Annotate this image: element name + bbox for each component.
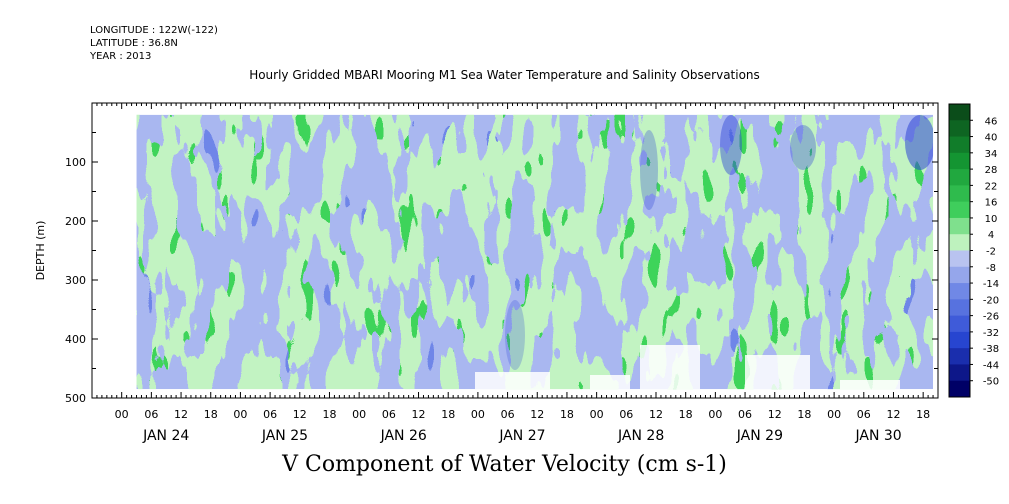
colorbar-segment <box>949 364 970 382</box>
colorbar-segment <box>949 169 970 186</box>
chart-title: Hourly Gridded MBARI Mooring M1 Sea Wate… <box>249 68 760 82</box>
y-tick-label: 100 <box>65 156 86 169</box>
x-axis-label: V Component of Water Velocity (cm s-1) <box>282 452 727 477</box>
velocity-negative-patch <box>640 130 658 210</box>
x-hour-tick-label: 12 <box>649 408 663 421</box>
y-axis-label: DEPTH (m) <box>34 221 47 281</box>
x-hour-tick-label: 00 <box>708 408 722 421</box>
x-hour-tick-label: 18 <box>679 408 693 421</box>
colorbar-tick-label: -20 <box>983 295 999 306</box>
colorbar-segment <box>949 283 970 300</box>
colorbar-segment <box>949 136 970 154</box>
x-day-label: JAN 26 <box>380 428 427 444</box>
colorbar-segment <box>949 299 970 317</box>
colorbar-segment <box>949 217 970 235</box>
x-hour-tick-label: 06 <box>619 408 633 421</box>
colorbar-segment <box>949 315 970 333</box>
heatmap-plot-area <box>136 114 934 390</box>
colorbar-tick-label: 16 <box>985 198 998 209</box>
colorbar-tick-label: 40 <box>985 133 998 144</box>
colorbar-tick-label: -32 <box>983 328 999 339</box>
x-hour-tick-label: 00 <box>590 408 604 421</box>
colorbar-tick-label: -26 <box>983 312 999 323</box>
colorbar-tick-label: -38 <box>983 344 999 355</box>
colorbar-segment <box>949 250 970 268</box>
colorbar-segment <box>949 120 970 138</box>
colorbar: 46 40 34 28 22 16 10 4 -2 -8 -14 -20 -26 -32 -38 -44 -50 <box>948 103 999 398</box>
metadata-block: LONGITUDE : 122W(-122) LATITUDE : 36.8N … <box>90 24 218 63</box>
x-hour-tick-label: 06 <box>263 408 277 421</box>
x-day-label: JAN 27 <box>498 428 545 444</box>
colorbar-tick-label: -14 <box>983 279 999 290</box>
longitude-label: LONGITUDE : 122W(-122) <box>90 25 218 36</box>
missing-data-gap <box>840 380 900 390</box>
colorbar-tick-label: -2 <box>986 247 996 258</box>
x-day-label: JAN 28 <box>617 428 664 444</box>
missing-data-gap <box>590 375 630 390</box>
velocity-negative-patch <box>720 115 742 175</box>
x-hour-tick-label: 00 <box>352 408 366 421</box>
colorbar-tick-label: 46 <box>985 116 998 127</box>
colorbar-tick-label: 22 <box>985 181 998 192</box>
x-hour-tick-label: 12 <box>293 408 307 421</box>
x-hour-tick-label: 12 <box>768 408 782 421</box>
x-hour-tick-label: 12 <box>174 408 188 421</box>
colorbar-segment <box>949 201 970 219</box>
colorbar-tick-label: 10 <box>985 214 998 225</box>
colorbar-tick-label: -44 <box>983 360 999 371</box>
x-hour-tick-label: 18 <box>797 408 811 421</box>
colorbar-tick-label: 4 <box>988 230 994 241</box>
y-tick-label: 300 <box>65 274 86 287</box>
x-hour-tick-label: 06 <box>144 408 158 421</box>
x-hour-tick-label: 18 <box>560 408 574 421</box>
velocity-field <box>136 114 934 390</box>
x-hour-tick-label: 12 <box>886 408 900 421</box>
x-hour-tick-label: 12 <box>530 408 544 421</box>
velocity-negative-patch <box>905 115 934 170</box>
y-tick-label: 400 <box>65 333 86 346</box>
colorbar-segment <box>949 266 970 284</box>
colorbar-tick-label: 28 <box>985 165 998 176</box>
colorbar-tick-label: 34 <box>985 149 998 160</box>
colorbar-segment <box>949 234 970 251</box>
x-hour-tick-label: 18 <box>204 408 218 421</box>
plot-axes: 100 200 300 400 500 DEPTH (m) 00 06 12 18 00 06 12 18… <box>34 102 939 444</box>
year-label: YEAR : 2013 <box>90 51 152 62</box>
x-hour-tick-label: 18 <box>916 408 930 421</box>
x-hour-tick-label: 00 <box>233 408 247 421</box>
y-tick-label: 500 <box>65 392 86 405</box>
velocity-negative-patch <box>505 300 525 370</box>
colorbar-tick-label: -8 <box>986 263 996 274</box>
x-hour-tick-label: 00 <box>115 408 129 421</box>
x-hour-tick-label: 06 <box>382 408 396 421</box>
missing-data-gap <box>475 372 550 390</box>
velocity-field-base <box>136 114 934 390</box>
x-hour-tick-label: 18 <box>441 408 455 421</box>
x-hour-tick-label: 06 <box>738 408 752 421</box>
latitude-label: LATITUDE : 36.8N <box>90 38 178 49</box>
missing-data-gap <box>745 355 810 390</box>
x-hour-tick-label: 06 <box>501 408 515 421</box>
colorbar-segment <box>949 185 970 203</box>
missing-data-gap <box>640 345 700 390</box>
x-day-label: JAN 25 <box>261 428 308 444</box>
x-hour-tick-label: 12 <box>412 408 426 421</box>
colorbar-tick-label: -50 <box>983 377 999 388</box>
x-hour-tick-label: 00 <box>827 408 841 421</box>
x-day-label: JAN 30 <box>855 428 902 444</box>
colorbar-segment <box>949 152 970 170</box>
velocity-negative-patch <box>790 125 816 170</box>
x-day-label: JAN 24 <box>142 428 189 444</box>
x-hour-tick-label: 00 <box>471 408 485 421</box>
colorbar-segment <box>949 380 970 398</box>
colorbar-segment <box>949 331 970 349</box>
x-hour-tick-label: 06 <box>857 408 871 421</box>
x-day-label: JAN 29 <box>736 428 783 444</box>
x-hour-tick-label: 18 <box>322 408 336 421</box>
colorbar-segment <box>949 348 970 365</box>
y-tick-label: 200 <box>65 215 86 228</box>
colorbar-segment <box>949 104 970 121</box>
